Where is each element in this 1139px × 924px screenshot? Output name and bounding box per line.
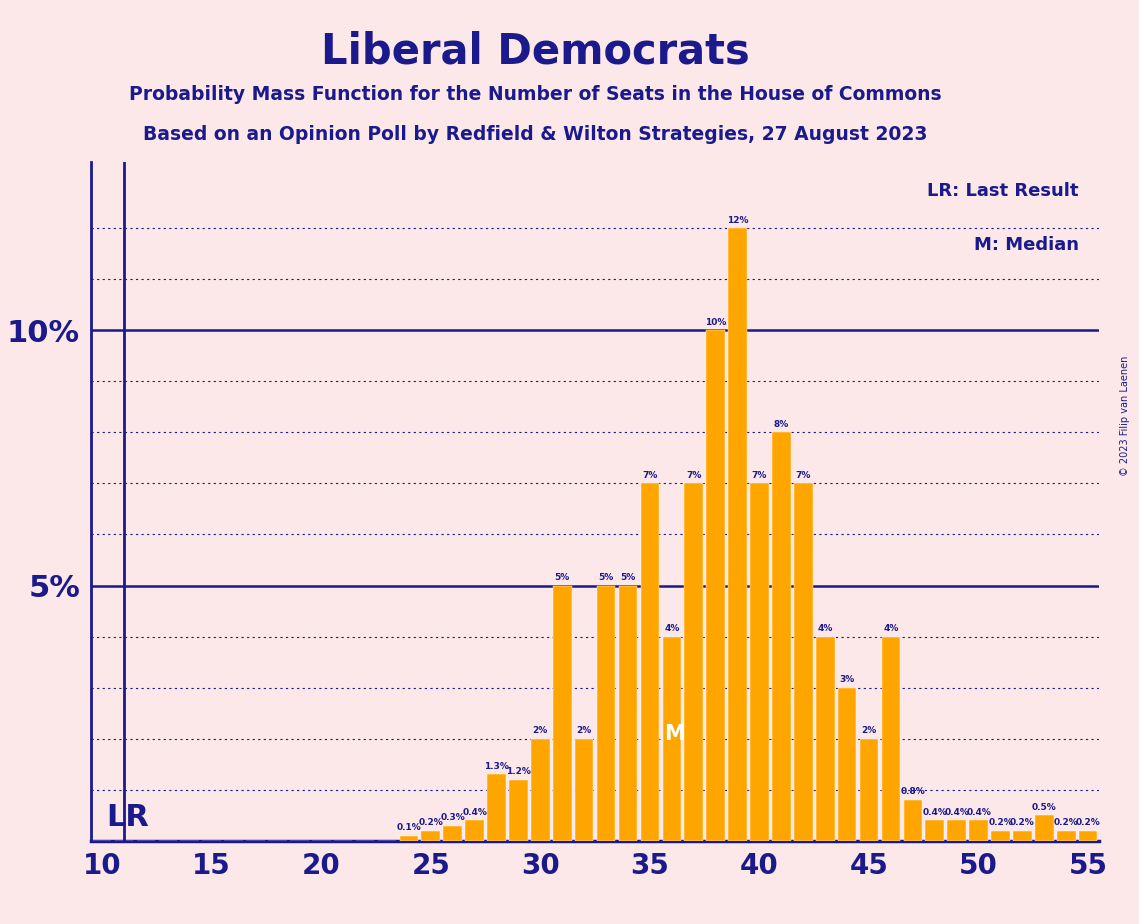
Bar: [1035, 815, 1054, 841]
Bar: [575, 738, 593, 841]
Text: © 2023 Filip van Laenen: © 2023 Filip van Laenen: [1121, 356, 1130, 476]
Bar: [816, 637, 835, 841]
Text: LR: LR: [106, 803, 149, 833]
Text: 0.8%: 0.8%: [901, 787, 925, 796]
Bar: [751, 483, 769, 841]
Bar: [706, 330, 724, 841]
Text: 12%: 12%: [727, 215, 748, 225]
Bar: [400, 835, 418, 841]
Text: 0.2%: 0.2%: [1054, 818, 1079, 827]
Bar: [860, 738, 878, 841]
Text: 2%: 2%: [533, 726, 548, 736]
Text: 7%: 7%: [686, 471, 702, 480]
Bar: [552, 586, 572, 841]
Text: 1.2%: 1.2%: [506, 767, 531, 776]
Text: 0.2%: 0.2%: [1010, 818, 1035, 827]
Bar: [948, 821, 966, 841]
Bar: [509, 780, 527, 841]
Bar: [969, 821, 988, 841]
Text: 7%: 7%: [642, 471, 657, 480]
Bar: [421, 831, 440, 841]
Bar: [903, 800, 923, 841]
Bar: [882, 637, 900, 841]
Text: 3%: 3%: [839, 675, 854, 684]
Text: 0.2%: 0.2%: [989, 818, 1013, 827]
Bar: [618, 586, 638, 841]
Bar: [466, 821, 484, 841]
Text: Probability Mass Function for the Number of Seats in the House of Commons: Probability Mass Function for the Number…: [129, 85, 942, 104]
Text: 0.2%: 0.2%: [418, 818, 443, 827]
Bar: [838, 687, 857, 841]
Text: 5%: 5%: [621, 573, 636, 582]
Bar: [597, 586, 615, 841]
Text: 4%: 4%: [883, 624, 899, 633]
Bar: [685, 483, 703, 841]
Bar: [640, 483, 659, 841]
Bar: [1057, 831, 1075, 841]
Text: 1.3%: 1.3%: [484, 762, 509, 771]
Text: M: Median: M: Median: [974, 237, 1079, 254]
Text: 7%: 7%: [796, 471, 811, 480]
Text: 2%: 2%: [576, 726, 592, 736]
Bar: [926, 821, 944, 841]
Text: 5%: 5%: [598, 573, 614, 582]
Text: 10%: 10%: [705, 318, 727, 327]
Text: 7%: 7%: [752, 471, 768, 480]
Bar: [794, 483, 812, 841]
Text: 0.4%: 0.4%: [923, 808, 948, 817]
Bar: [772, 432, 790, 841]
Text: 0.2%: 0.2%: [1076, 818, 1100, 827]
Text: M: M: [664, 723, 685, 744]
Text: 0.4%: 0.4%: [966, 808, 991, 817]
Text: 0.5%: 0.5%: [1032, 803, 1057, 812]
Bar: [531, 738, 550, 841]
Text: 0.1%: 0.1%: [396, 823, 421, 833]
Bar: [487, 774, 506, 841]
Text: 2%: 2%: [861, 726, 877, 736]
Bar: [991, 831, 1010, 841]
Text: 4%: 4%: [664, 624, 680, 633]
Text: 8%: 8%: [773, 419, 789, 429]
Bar: [443, 825, 462, 841]
Text: 0.4%: 0.4%: [944, 808, 969, 817]
Text: LR: Last Result: LR: Last Result: [927, 182, 1079, 201]
Text: Based on an Opinion Poll by Redfield & Wilton Strategies, 27 August 2023: Based on an Opinion Poll by Redfield & W…: [144, 125, 927, 144]
Text: 0.4%: 0.4%: [462, 808, 487, 817]
Text: 0.3%: 0.3%: [441, 813, 465, 822]
Text: 5%: 5%: [555, 573, 570, 582]
Text: Liberal Democrats: Liberal Democrats: [321, 30, 749, 72]
Text: 4%: 4%: [818, 624, 833, 633]
Bar: [1013, 831, 1032, 841]
Bar: [1079, 831, 1098, 841]
Bar: [728, 228, 747, 841]
Bar: [663, 637, 681, 841]
